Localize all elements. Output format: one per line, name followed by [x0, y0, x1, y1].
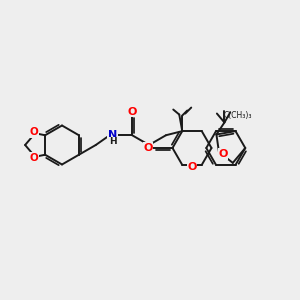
- Text: O: O: [128, 107, 137, 117]
- Text: N: N: [108, 130, 117, 140]
- Text: H: H: [109, 137, 117, 146]
- Text: O: O: [143, 143, 153, 153]
- Text: O: O: [187, 162, 197, 172]
- Text: O: O: [29, 127, 38, 137]
- Text: O: O: [29, 153, 38, 163]
- Text: O: O: [218, 149, 228, 159]
- Text: C(CH₃)₃: C(CH₃)₃: [223, 111, 252, 120]
